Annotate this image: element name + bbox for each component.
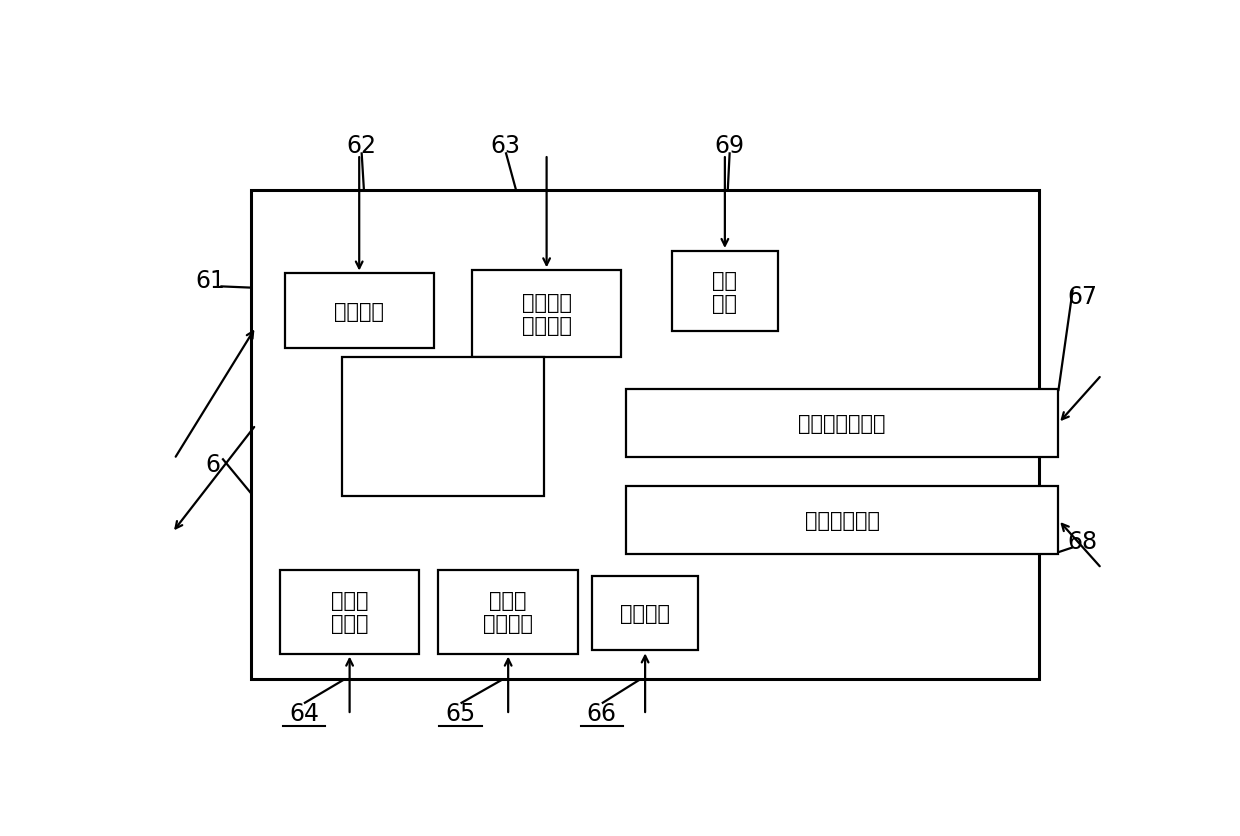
Bar	[472, 271, 621, 358]
Bar	[672, 252, 777, 332]
Text: 69: 69	[714, 134, 745, 157]
Text: 6: 6	[205, 452, 221, 476]
Text: 65: 65	[445, 701, 476, 725]
Text: 侵入监
测模块: 侵入监 测模块	[331, 590, 368, 634]
Text: 64: 64	[289, 701, 319, 725]
Text: 通信模块: 通信模块	[335, 301, 384, 321]
Bar	[439, 570, 578, 654]
Text: 68: 68	[1068, 529, 1097, 553]
Bar	[280, 570, 419, 654]
Text: 62: 62	[347, 134, 377, 157]
Text: 温湿度
测量模块: 温湿度 测量模块	[484, 590, 533, 634]
Text: 63: 63	[491, 134, 521, 157]
Bar	[593, 577, 698, 650]
Text: 66: 66	[587, 701, 616, 725]
Text: 67: 67	[1068, 285, 1097, 308]
Bar	[285, 274, 434, 348]
Bar	[626, 390, 1058, 457]
Bar	[626, 487, 1058, 554]
Text: 指示模块: 指示模块	[620, 604, 670, 624]
Text: 开关位置
监测模块: 开关位置 监测模块	[522, 293, 572, 336]
Bar	[342, 358, 544, 497]
Text: 61: 61	[196, 268, 226, 293]
Text: 温度测量模块: 温度测量模块	[805, 510, 879, 530]
Bar	[250, 191, 1039, 680]
Text: 电源
模块: 电源 模块	[712, 270, 738, 314]
Text: 电参数测量模块: 电参数测量模块	[799, 414, 885, 434]
